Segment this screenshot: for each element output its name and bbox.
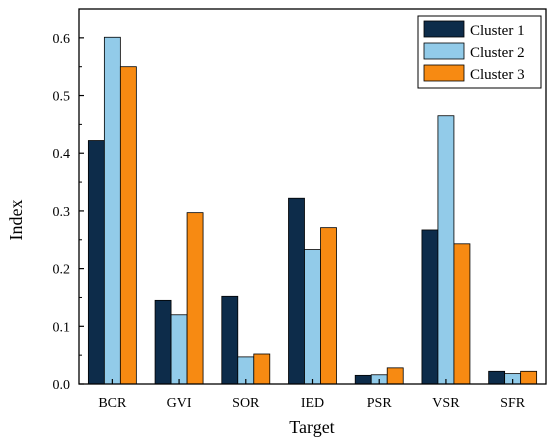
bar-ied-series-2 [304, 249, 321, 385]
bar-vsr-series-3 [453, 243, 471, 385]
bars-layer [87, 36, 538, 385]
bar-gvi-series-2 [170, 314, 188, 385]
axes-layer: 0.0 0.1 0.2 0.3 0.4 0.5 0.6 BCR GVI SOR IED PSR VSR S… [53, 8, 547, 411]
x-tick-label-psr: PSR [367, 396, 393, 411]
bar-vsr-series-1 [421, 229, 439, 385]
x-tick-label-sfr: SFR [500, 396, 526, 411]
x-tick-label-vsr: VSR [432, 396, 460, 411]
legend-label-series-1: Cluster 1 [470, 23, 525, 39]
y-axis-title: Index [6, 200, 26, 241]
bar-ied-series-1 [288, 197, 305, 385]
x-tick-label-sor: SOR [232, 396, 260, 411]
bar-gvi-series-1 [154, 299, 172, 385]
legend-swatch-series-2 [423, 42, 465, 60]
legend-label-series-3: Cluster 3 [470, 67, 525, 83]
bar-bcr-series-3 [119, 66, 137, 385]
y-tick-label: 0.2 [53, 263, 71, 278]
bar-sfr-series-3 [520, 370, 538, 385]
y-tick-label: 0.5 [53, 90, 71, 105]
bar-ied-series-3 [320, 227, 337, 385]
bar-psr-series-3 [386, 367, 404, 385]
legend-swatch-series-3 [423, 64, 465, 82]
legend-label-series-2: Cluster 2 [470, 45, 525, 61]
bar-gvi-series-3 [186, 212, 204, 385]
bar-bcr-series-2 [103, 36, 121, 385]
y-tick-label: 0.0 [53, 378, 71, 393]
bar-bcr-series-1 [87, 140, 105, 385]
x-axis-title: Target [289, 417, 334, 437]
bar-sor-series-3 [253, 353, 271, 385]
y-tick-label: 0.3 [53, 205, 71, 220]
y-tick-label: 0.6 [53, 32, 71, 47]
legend-swatch-series-1 [423, 20, 465, 38]
bar-sfr-series-1 [488, 370, 506, 385]
bar-psr-series-1 [354, 374, 372, 385]
x-tick-label-ied: IED [301, 396, 324, 411]
x-tick-label-bcr: BCR [98, 396, 127, 411]
x-tick-label-gvi: GVI [167, 396, 192, 411]
bar-sor-series-1 [221, 295, 239, 385]
y-tick-label: 0.1 [53, 320, 71, 335]
bar-vsr-series-2 [437, 115, 455, 385]
legend: Cluster 1 Cluster 2 Cluster 3 [417, 15, 542, 89]
y-tick-label: 0.4 [53, 147, 71, 162]
